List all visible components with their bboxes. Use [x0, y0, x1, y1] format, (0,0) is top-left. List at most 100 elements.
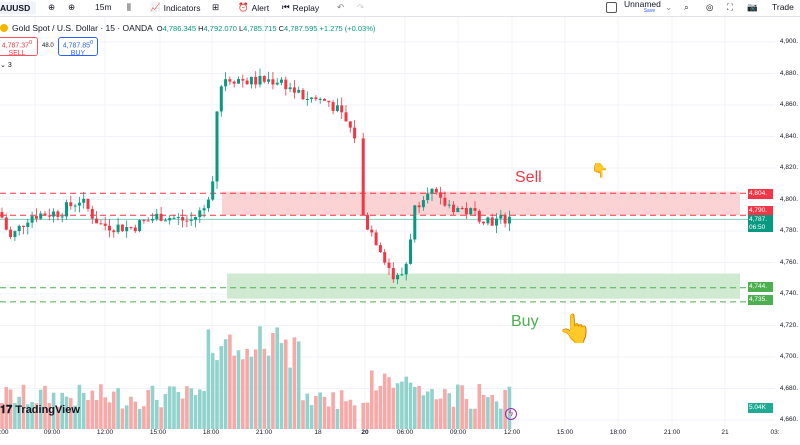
candle-body: [176, 217, 180, 219]
candle-body: [224, 79, 228, 87]
candle-body: [206, 199, 210, 209]
replay-icon: ⏮: [282, 2, 290, 12]
volume-bar: [271, 333, 275, 429]
candle-body: [421, 200, 425, 208]
candle-body: [215, 111, 219, 182]
alarm-icon: ⏰: [238, 2, 249, 12]
candle-body: [60, 216, 64, 218]
candle-body: [318, 98, 322, 100]
volume-bar: [477, 384, 482, 429]
candle-body: [383, 252, 387, 263]
screenshot-icon[interactable]: 📷: [747, 2, 758, 12]
candle-body: [241, 79, 245, 81]
sell-button[interactable]: 4,787.370 SELL: [0, 37, 38, 57]
symbol-search[interactable]: AUUSD: [0, 2, 37, 14]
volume-bar: [335, 408, 340, 429]
time-axis-label: 09:00: [449, 429, 467, 436]
candle-body: [172, 217, 176, 219]
candle-body: [447, 204, 451, 206]
volume-bar: [421, 395, 426, 429]
templates-icon[interactable]: ⊞: [212, 2, 220, 12]
volume-bar: [249, 356, 254, 429]
candle-body: [9, 229, 13, 238]
volume-bar: [284, 339, 288, 429]
volume-bar: [202, 390, 206, 429]
candle-body: [391, 268, 395, 280]
volume-bar: [34, 403, 39, 429]
add-symbol-icon[interactable]: ⊕: [68, 2, 76, 12]
compare-icon[interactable]: ⊕: [48, 2, 56, 12]
chart-type-candles-icon[interactable]: ⫼: [127, 2, 131, 12]
candle-body: [464, 208, 468, 215]
candle-body: [163, 220, 167, 222]
volume-bar: [81, 392, 86, 429]
candle-body: [43, 213, 47, 216]
price-axis-label: 4,660.: [779, 416, 798, 423]
volume-bar: [374, 390, 378, 429]
volume-bar: [223, 339, 228, 429]
candle-body: [417, 205, 421, 208]
volume-bar: [146, 390, 150, 429]
candle-body: [185, 220, 189, 222]
chevron-down-icon[interactable]: ⌄: [665, 2, 673, 12]
price-axis-label: 4,800.: [779, 195, 798, 203]
spread-value: 48.0: [42, 43, 54, 49]
volume-bar: [142, 406, 146, 429]
layout-checkbox[interactable]: [606, 2, 617, 13]
settings-icon[interactable]: ◎: [706, 2, 714, 12]
volume-bar: [26, 404, 30, 429]
candle-body: [507, 216, 511, 224]
alert-button[interactable]: ⏰ Alert: [238, 2, 270, 13]
price-chart[interactable]: [0, 17, 800, 445]
candle-body: [168, 218, 172, 221]
tradingview-logo[interactable]: 𝟏𝟕 TradingView: [0, 404, 80, 416]
buy-button[interactable]: 4,787.850 BUY: [58, 37, 98, 57]
candle-body: [460, 208, 464, 210]
redo-icon[interactable]: ↷: [357, 2, 365, 12]
volume-bar: [30, 401, 34, 429]
volume-bar: [253, 349, 258, 429]
bar-countdown: 06:50: [749, 224, 766, 231]
quick-search-icon[interactable]: ⌕: [684, 2, 689, 12]
volume-bar: [150, 385, 155, 429]
volume-label: 5.04K: [748, 403, 773, 413]
sell-zone: [222, 191, 740, 216]
buy-bottom-price-label: 4,735.: [748, 295, 773, 305]
trade-button[interactable]: Trade: [772, 2, 794, 12]
volume-bar: [473, 408, 477, 429]
price-axis-label: 4,860.: [779, 101, 798, 108]
replay-button[interactable]: ⏮ Replay: [282, 2, 320, 13]
volume-bar: [189, 388, 193, 429]
candle-body: [17, 225, 21, 232]
time-axis-label: 18: [314, 429, 322, 436]
candle-body: [65, 202, 68, 217]
layout-name-button[interactable]: Unnamed Save: [624, 0, 661, 14]
undo-icon[interactable]: ↶: [337, 2, 345, 12]
lightning-icon[interactable]: ϟ: [505, 408, 517, 420]
volume-bar: [314, 395, 318, 429]
candle-body: [0, 212, 4, 218]
volume-bar: [408, 382, 413, 429]
volume-bar: [434, 399, 439, 429]
volume-bar: [464, 399, 469, 429]
volume-bar: [417, 386, 421, 429]
volume-bar: [43, 385, 47, 429]
volume-bar: [38, 389, 43, 429]
interval-button[interactable]: 15m: [95, 2, 112, 12]
volume-bar: [73, 405, 77, 429]
volume-bar: [318, 392, 322, 429]
indicators-collapse-toggle[interactable]: ⌄ 3: [0, 62, 12, 69]
volume-bar: [378, 385, 383, 429]
fullscreen-icon[interactable]: ⛶: [727, 2, 733, 12]
price-axis-label: 4,840.: [779, 132, 798, 140]
candle-body: [116, 224, 120, 233]
volume-bar: [167, 386, 172, 429]
candle-body: [348, 121, 352, 128]
indicators-button[interactable]: 📈 Indicators: [150, 2, 201, 13]
candle-body: [103, 223, 107, 226]
gold-coin-icon: [0, 24, 8, 32]
candle-body: [155, 213, 159, 220]
volume-bar: [185, 386, 189, 429]
price-axis-label: 4,720.: [779, 321, 798, 329]
time-axis-label: 18:00: [609, 429, 627, 436]
